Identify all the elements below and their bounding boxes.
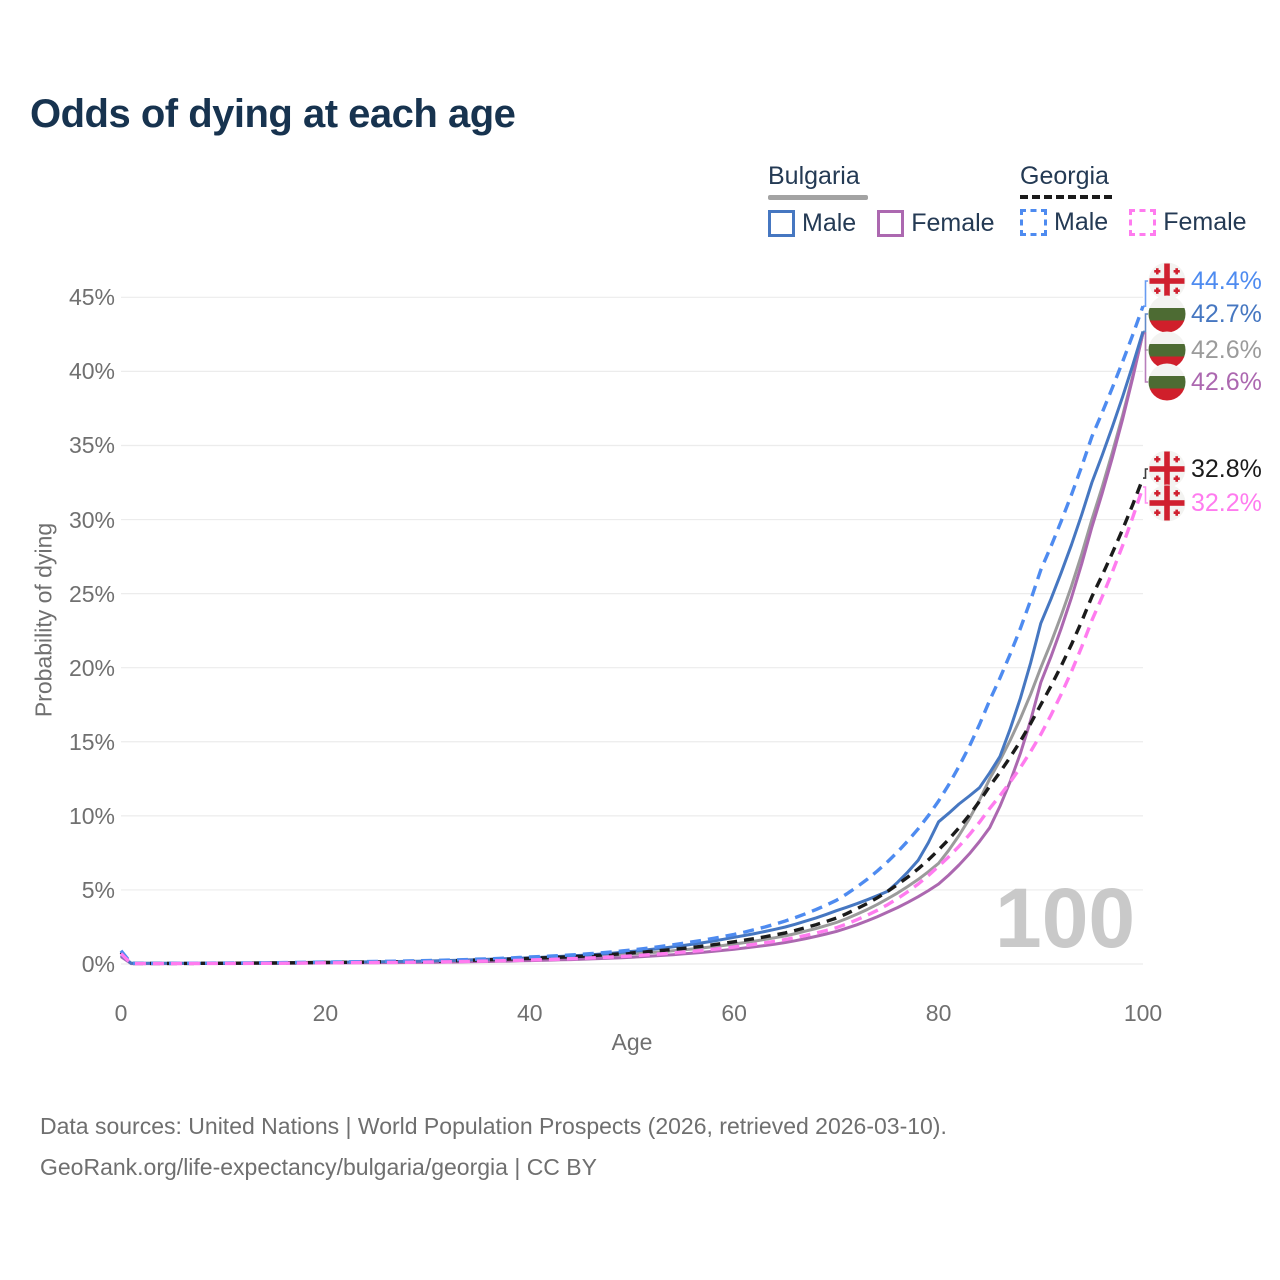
y-tick-40: 40% xyxy=(68,358,115,385)
legend-item-bulgaria-female[interactable]: Female xyxy=(877,209,995,238)
series-line-georgia-male xyxy=(119,305,1145,965)
end-label-georgia-total: 32.8% xyxy=(1148,450,1262,488)
end-label-connector xyxy=(1143,486,1148,504)
legend-item-label: Female xyxy=(911,209,995,237)
georgia-female-color-swatch xyxy=(1129,209,1157,236)
legend-item-label: Female xyxy=(1163,208,1247,236)
series-line-bulgaria-male xyxy=(120,330,1145,965)
end-label-georgia-female: 32.2% xyxy=(1148,484,1262,522)
data-source-line: Data sources: United Nations | World Pop… xyxy=(40,1113,947,1139)
legend-country-bulgaria: Bulgaria xyxy=(768,162,995,200)
x-axis-title: Age xyxy=(611,1029,653,1055)
y-axis-title: Probability of dying xyxy=(30,522,57,718)
bulgaria-male-color-swatch xyxy=(768,210,795,237)
bulgaria-female-color-swatch xyxy=(877,210,905,237)
y-tick-30: 30% xyxy=(68,506,115,533)
chart-title: Odds of dying at each age xyxy=(30,92,516,136)
end-value-label: 32.2% xyxy=(1191,488,1262,517)
end-label-connector xyxy=(1143,468,1148,479)
watermark-age-100: 100 xyxy=(995,871,1136,965)
end-value-label: 42.7% xyxy=(1191,299,1262,328)
end-value-label: 42.6% xyxy=(1191,335,1262,364)
end-label-georgia-male: 44.4% xyxy=(1148,262,1262,300)
georgia-flag-icon xyxy=(1148,262,1186,300)
end-label-bulgaria-male: 42.7% xyxy=(1148,295,1262,333)
end-value-label: 44.4% xyxy=(1191,266,1262,295)
legend-item-label: Male xyxy=(1054,208,1109,236)
series-line-bulgaria-female xyxy=(120,332,1145,966)
x-tick-80: 80 xyxy=(925,1000,952,1026)
georgia-country-line-swatch xyxy=(1020,195,1112,199)
x-tick-60: 60 xyxy=(721,1000,747,1026)
x-tick-100: 100 xyxy=(1123,1000,1163,1026)
bulgaria-flag-icon xyxy=(1148,363,1186,401)
x-tick-40: 40 xyxy=(517,1000,543,1026)
georgia-flag-icon xyxy=(1148,450,1186,488)
y-tick-0: 0% xyxy=(81,951,115,977)
y-tick-15: 15% xyxy=(68,728,115,755)
x-tick-0: 0 xyxy=(114,1000,128,1026)
bulgaria-flag-icon xyxy=(1148,331,1186,369)
y-tick-35: 35% xyxy=(68,432,115,459)
legend-country-label-bulgaria: Bulgaria xyxy=(768,162,860,190)
end-label-bulgaria-total: 42.6% xyxy=(1148,331,1262,369)
end-value-label: 32.8% xyxy=(1191,454,1262,483)
x-tick-20: 20 xyxy=(312,1000,339,1026)
y-tick-45: 45% xyxy=(68,284,115,311)
legend-item-georgia-male[interactable]: Male xyxy=(1020,208,1108,237)
legend-item-label: Male xyxy=(802,209,857,237)
legend-country-georgia: Georgia xyxy=(1020,162,1247,199)
source-attribution: Data sources: United Nations | World Pop… xyxy=(40,1106,947,1188)
end-label-connector xyxy=(1143,280,1148,307)
end-label-connector xyxy=(1143,313,1148,333)
legend-group-bulgaria: Bulgaria Male Female xyxy=(768,162,995,238)
y-tick-10: 10% xyxy=(68,802,115,829)
series-line-georgia-total xyxy=(119,477,1145,966)
bulgaria-flag-icon xyxy=(1148,295,1186,333)
end-value-label: 42.6% xyxy=(1191,367,1262,396)
georgia-male-color-swatch xyxy=(1020,209,1047,236)
y-tick-25: 25% xyxy=(68,580,115,607)
series-line-bulgaria-total xyxy=(120,332,1145,965)
end-label-bulgaria-female: 42.6% xyxy=(1148,363,1262,401)
y-tick-5: 5% xyxy=(81,876,115,903)
legend-country-label-georgia: Georgia xyxy=(1020,162,1109,190)
legend-group-georgia: Georgia Male Female xyxy=(1020,162,1247,237)
georgia-flag-icon xyxy=(1148,484,1186,522)
license-line: GeoRank.org/life-expectancy/bulgaria/geo… xyxy=(40,1154,597,1180)
bulgaria-country-line-swatch xyxy=(768,195,868,200)
legend-item-bulgaria-male[interactable]: Male xyxy=(768,209,856,238)
series-line-georgia-female xyxy=(119,486,1145,966)
end-label-connector xyxy=(1143,332,1148,383)
y-tick-20: 20% xyxy=(68,654,115,681)
legend-item-georgia-female[interactable]: Female xyxy=(1129,208,1247,237)
